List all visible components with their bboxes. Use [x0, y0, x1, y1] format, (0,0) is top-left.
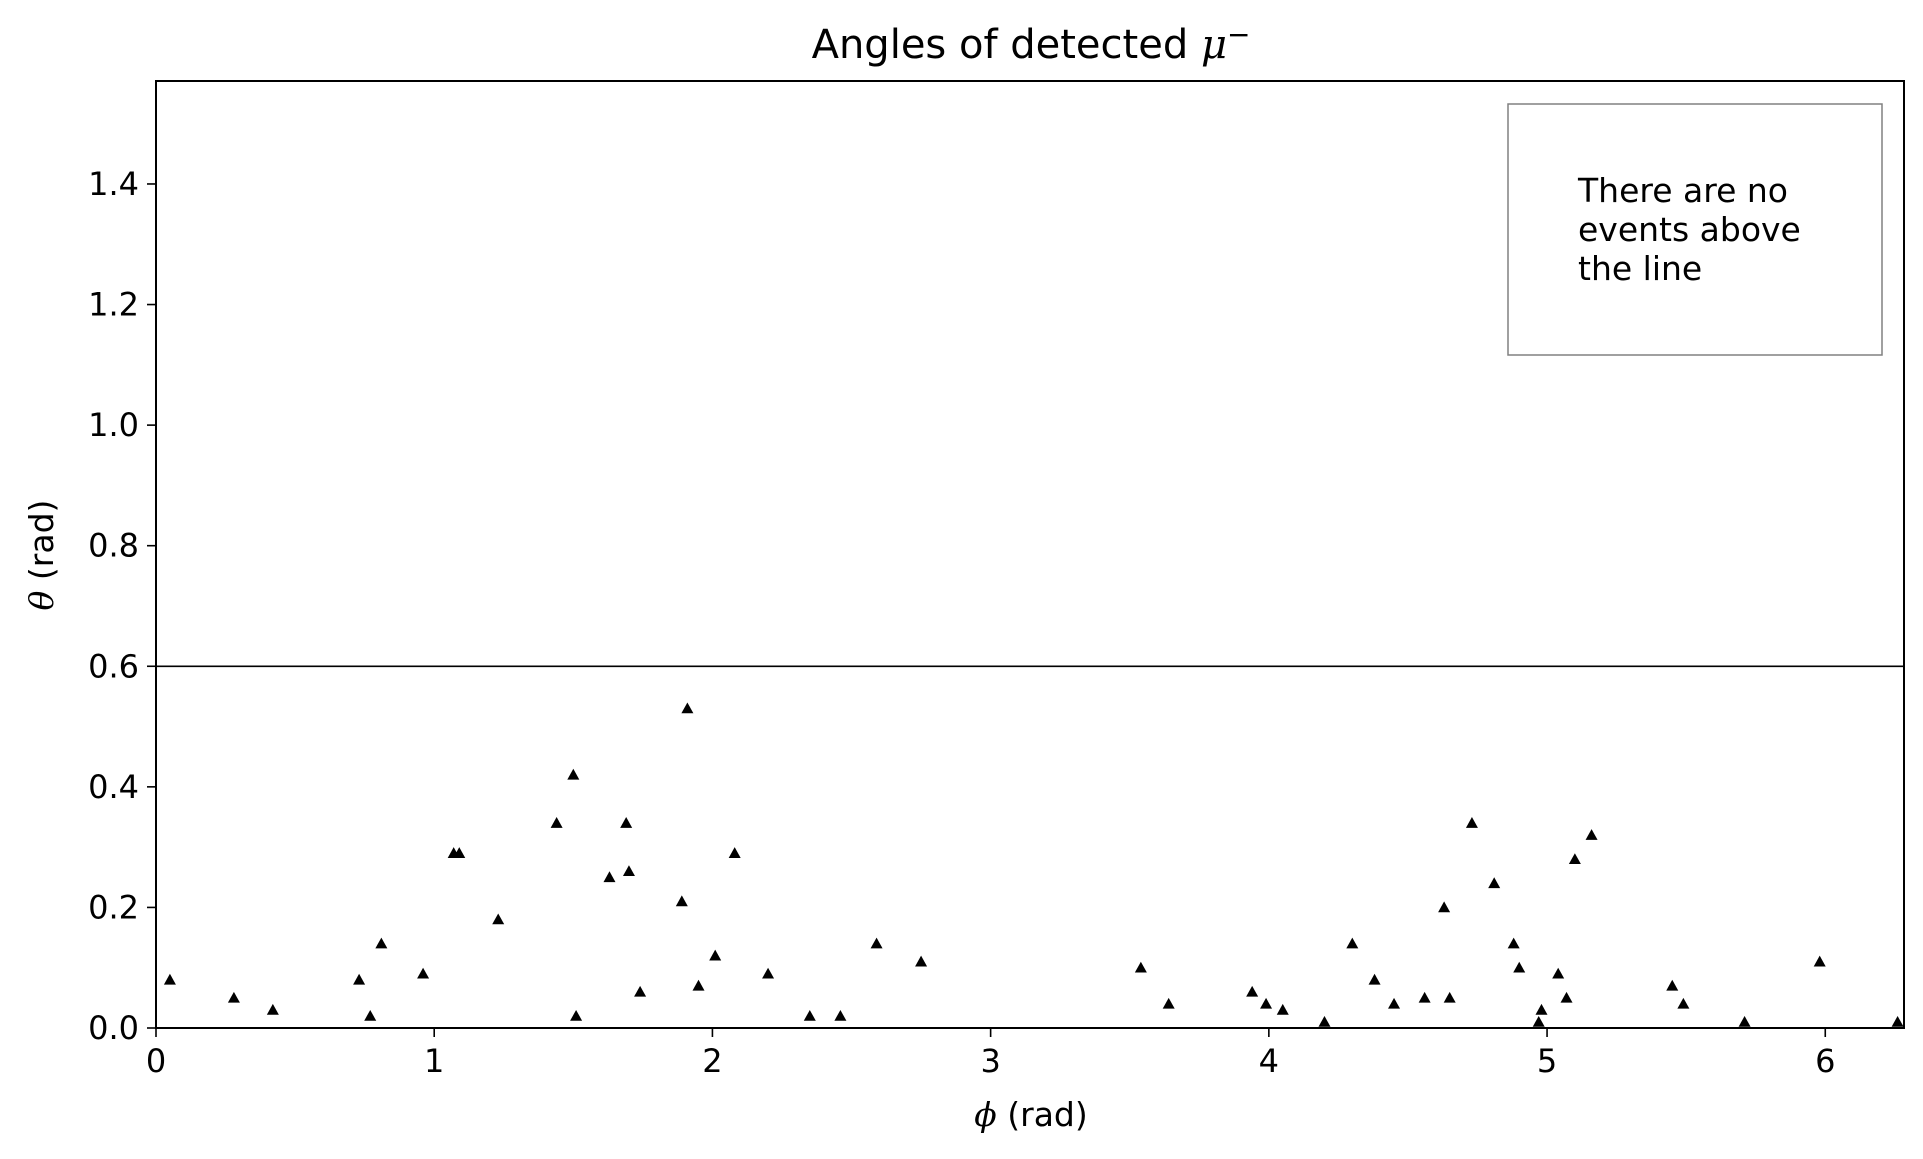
data-point	[1443, 991, 1456, 1003]
data-point	[375, 937, 388, 949]
y-tick-label: 0.2	[88, 888, 139, 926]
data-point	[603, 871, 616, 883]
x-axis-ticks: 0 1 2 3 4 5 6	[146, 1028, 1835, 1080]
annotation-line-1: There are no	[1577, 171, 1788, 210]
annotation-line-3: the line	[1578, 249, 1702, 288]
x-tick-label: 3	[980, 1042, 1000, 1080]
data-point	[692, 979, 705, 991]
data-point	[1388, 997, 1401, 1009]
data-point	[1488, 877, 1501, 889]
data-point	[1532, 1015, 1545, 1027]
data-point	[227, 991, 240, 1003]
data-point	[634, 985, 647, 997]
data-point	[570, 1009, 583, 1021]
data-point	[834, 1009, 847, 1021]
data-point	[870, 937, 883, 949]
y-tick-label: 0.8	[88, 527, 139, 565]
data-point	[675, 895, 688, 907]
data-point	[1438, 901, 1451, 913]
data-point	[1891, 1015, 1904, 1027]
data-point	[1276, 1003, 1289, 1015]
data-point	[567, 768, 580, 780]
y-tick-label: 1.0	[88, 406, 139, 444]
data-point	[550, 817, 563, 828]
data-point	[620, 817, 633, 828]
x-tick-label: 0	[146, 1042, 166, 1080]
data-point	[803, 1009, 816, 1021]
data-point	[1162, 997, 1175, 1009]
data-point	[1465, 817, 1478, 828]
data-point	[364, 1009, 377, 1021]
y-axis-ticks: 0.0 0.2 0.4 0.6 0.8 1.0 1.2 1.4	[88, 165, 156, 1047]
data-point	[1507, 937, 1520, 949]
chart-title-superscript: −	[1227, 18, 1250, 51]
data-point	[492, 913, 505, 925]
data-point	[622, 865, 635, 877]
data-point	[163, 973, 176, 985]
data-points	[163, 702, 1904, 1027]
data-point	[1318, 1015, 1331, 1027]
x-tick-label: 1	[424, 1042, 444, 1080]
data-point	[1813, 955, 1826, 967]
data-point	[266, 1003, 279, 1015]
annotation-box: There are no events above the line	[1507, 103, 1883, 356]
x-tick-label: 4	[1259, 1042, 1279, 1080]
chart-title-symbol: μ	[1201, 22, 1227, 68]
data-point	[1568, 853, 1581, 864]
data-point	[1666, 979, 1679, 991]
data-point	[915, 955, 928, 967]
data-point	[1585, 829, 1598, 840]
chart-title: Angles of detected μ−	[812, 18, 1251, 68]
data-point	[1260, 997, 1273, 1009]
data-point	[417, 967, 430, 979]
y-tick-label: 0.0	[88, 1009, 139, 1047]
data-point	[1513, 961, 1526, 973]
annotation-line-2: events above	[1578, 210, 1801, 249]
x-tick-label: 2	[702, 1042, 722, 1080]
data-point	[1677, 997, 1690, 1009]
data-point	[1134, 961, 1147, 973]
data-point	[353, 973, 366, 985]
data-point	[762, 967, 775, 979]
data-point	[1418, 991, 1431, 1003]
data-point	[1246, 985, 1259, 997]
data-point	[1368, 973, 1381, 985]
data-point	[1552, 967, 1565, 979]
data-point	[709, 949, 722, 961]
x-tick-label: 5	[1537, 1042, 1557, 1080]
plot-frame	[155, 80, 1905, 1029]
data-point	[453, 847, 466, 858]
x-tick-label: 6	[1815, 1042, 1835, 1080]
data-point	[1738, 1015, 1751, 1027]
y-tick-label: 1.4	[88, 165, 139, 203]
x-axis-label: ϕ (rad)	[974, 1095, 1088, 1134]
y-tick-label: 1.2	[88, 286, 139, 324]
y-axis-label: θ (rad)	[22, 500, 61, 611]
data-point	[1535, 1003, 1548, 1015]
data-point	[1346, 937, 1359, 949]
data-point	[728, 847, 741, 858]
y-tick-label: 0.4	[88, 768, 139, 806]
annotation-border	[1507, 103, 1883, 356]
data-point	[681, 702, 694, 714]
data-point	[1560, 991, 1573, 1003]
y-tick-label: 0.6	[88, 647, 139, 685]
